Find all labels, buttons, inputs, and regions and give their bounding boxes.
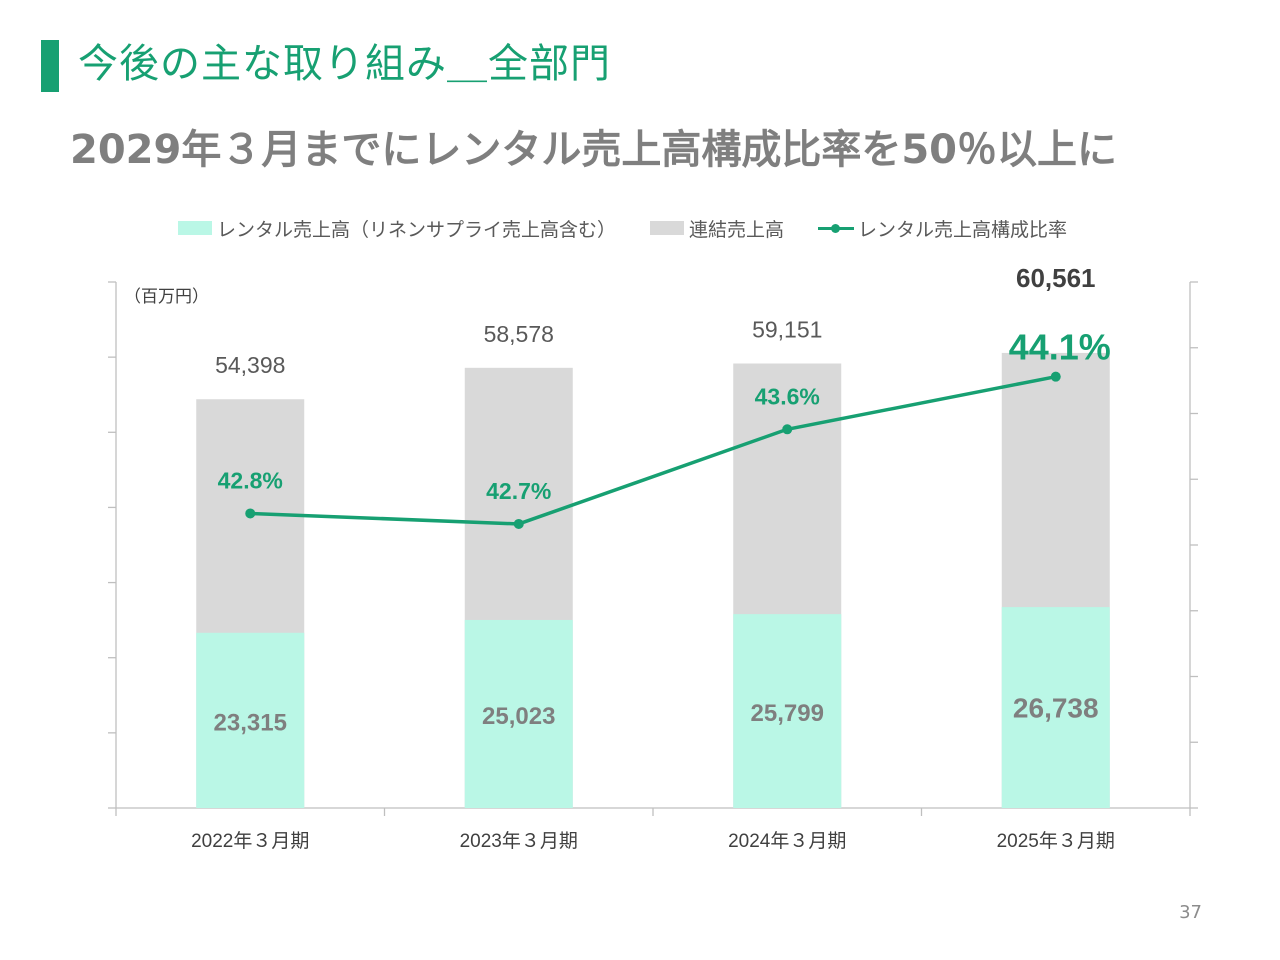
bar-rental bbox=[464, 619, 573, 808]
page-number: 37 bbox=[1179, 902, 1202, 923]
legend-item-ratio: レンタル売上高構成比率 bbox=[818, 215, 1067, 242]
chart-legend: レンタル売上高（リネンサプライ売上高含む） 連結売上高 レンタル売上高構成比率 bbox=[178, 214, 1101, 242]
legend-line-ratio bbox=[818, 221, 855, 235]
rental-value-label: 26,738 bbox=[1013, 693, 1099, 724]
category-label: 2023年３月期 bbox=[460, 830, 578, 852]
legend-swatch-rental bbox=[178, 221, 212, 235]
legend-label-ratio: レンタル売上高構成比率 bbox=[858, 218, 1068, 241]
title-accent-bar bbox=[41, 40, 59, 92]
rental-value-label: 25,799 bbox=[751, 700, 824, 727]
total-value-label: 60,561 bbox=[1016, 263, 1096, 293]
legend-label-consolidated: 連結売上高 bbox=[689, 218, 785, 241]
ratio-line bbox=[250, 374, 1057, 526]
bar-rental bbox=[196, 632, 305, 808]
category-label: 2025年３月期 bbox=[997, 830, 1115, 852]
rental-value-label: 25,023 bbox=[482, 703, 555, 730]
legend-label-rental: レンタル売上高（リネンサプライ売上高含む） bbox=[217, 218, 617, 241]
ratio-point bbox=[513, 518, 524, 529]
bar-rental bbox=[733, 614, 842, 808]
legend-swatch-consolidated bbox=[650, 221, 685, 235]
page-subtitle: 2029年３月までにレンタル売上高構成比率を50％以上に bbox=[70, 127, 1117, 173]
ratio-value-label: 42.8% bbox=[218, 467, 283, 493]
rental-value-label: 23,315 bbox=[214, 709, 287, 736]
ratio-value-label: 42.7% bbox=[486, 478, 551, 504]
category-label: 2024年３月期 bbox=[728, 830, 846, 852]
legend-item-consolidated: 連結売上高 bbox=[650, 215, 784, 242]
unit-label: （百万円） bbox=[124, 287, 209, 306]
ratio-point bbox=[1050, 371, 1061, 382]
total-value-label: 54,398 bbox=[215, 352, 285, 378]
ratio-point bbox=[245, 508, 256, 519]
bar-rental bbox=[1001, 607, 1110, 808]
category-label: 2022年３月期 bbox=[191, 830, 309, 852]
total-value-label: 59,151 bbox=[752, 317, 822, 343]
legend-item-rental: レンタル売上高（リネンサプライ売上高含む） bbox=[178, 215, 616, 242]
total-value-label: 58,578 bbox=[484, 321, 554, 347]
ratio-value-label: 44.1% bbox=[1009, 327, 1111, 368]
page-title: 今後の主な取り組み＿全部門 bbox=[78, 41, 611, 87]
ratio-point bbox=[782, 424, 793, 435]
ratio-value-label: 43.6% bbox=[755, 383, 820, 409]
